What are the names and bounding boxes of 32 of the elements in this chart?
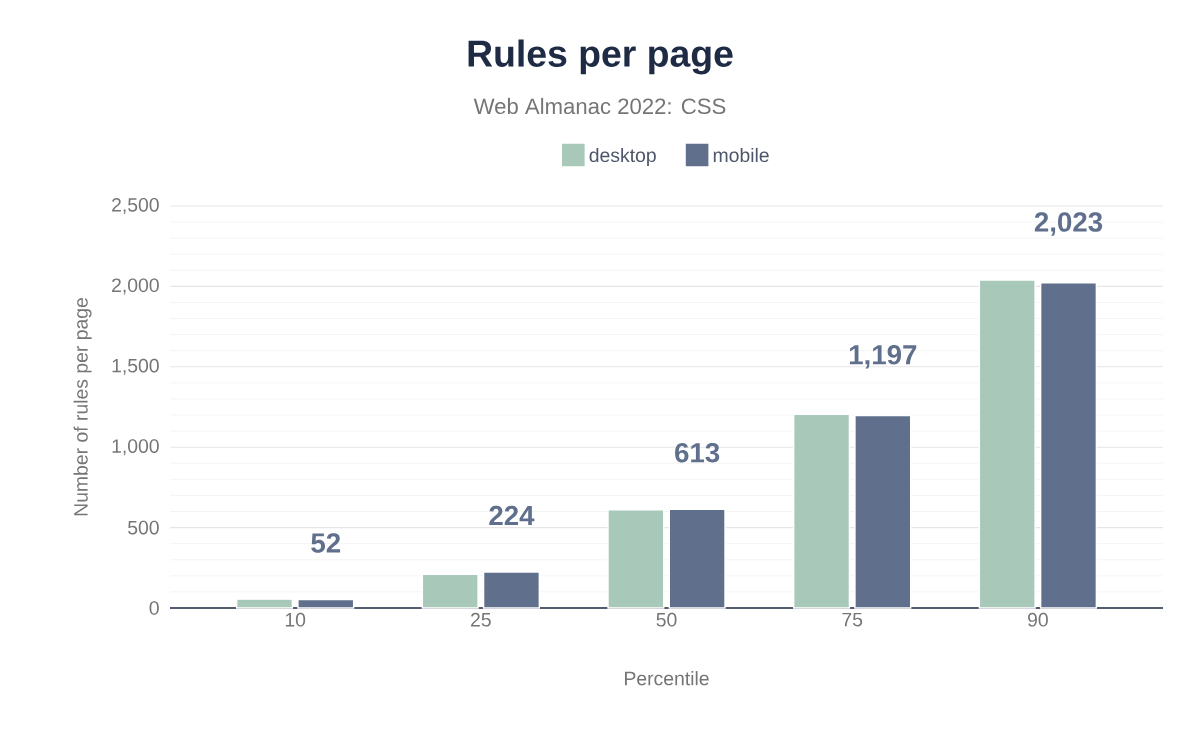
data-label: 1,197 <box>849 345 917 369</box>
bar <box>854 414 912 609</box>
y-axis-title: Number of rules per page <box>73 298 92 516</box>
y-tick-label: 1,500 <box>112 358 159 375</box>
chart-subtitle: Web Almanac 2022: CSS <box>473 97 726 115</box>
y-tick-label: 0 <box>149 601 159 615</box>
bar <box>421 573 479 609</box>
x-axis-title: Percentile <box>625 671 709 686</box>
bar <box>668 508 726 609</box>
data-label: 224 <box>489 505 535 526</box>
bar <box>297 598 355 609</box>
data-label: 52 <box>311 533 341 553</box>
y-tick-label: 1,000 <box>112 439 159 456</box>
x-tick-label: 75 <box>842 612 863 627</box>
bar <box>607 509 665 609</box>
bar <box>482 571 541 609</box>
legend-label: mobile <box>713 147 769 163</box>
data-label: 2,023 <box>1034 212 1103 236</box>
bar <box>1039 282 1098 609</box>
bar <box>235 598 294 609</box>
y-tick-label: 2,500 <box>112 197 159 214</box>
legend-label: desktop <box>589 147 656 166</box>
x-tick-label: 10 <box>285 612 306 627</box>
x-tick-label: 50 <box>656 612 677 627</box>
x-tick-label: 25 <box>471 612 491 627</box>
bar <box>793 413 851 609</box>
bar <box>978 279 1036 609</box>
chart-title: Rules per page <box>468 39 733 75</box>
data-label: 613 <box>675 442 720 463</box>
y-tick-label: 2,000 <box>112 278 159 295</box>
y-tick-label: 500 <box>128 520 159 535</box>
x-tick-label: 90 <box>1028 612 1048 627</box>
